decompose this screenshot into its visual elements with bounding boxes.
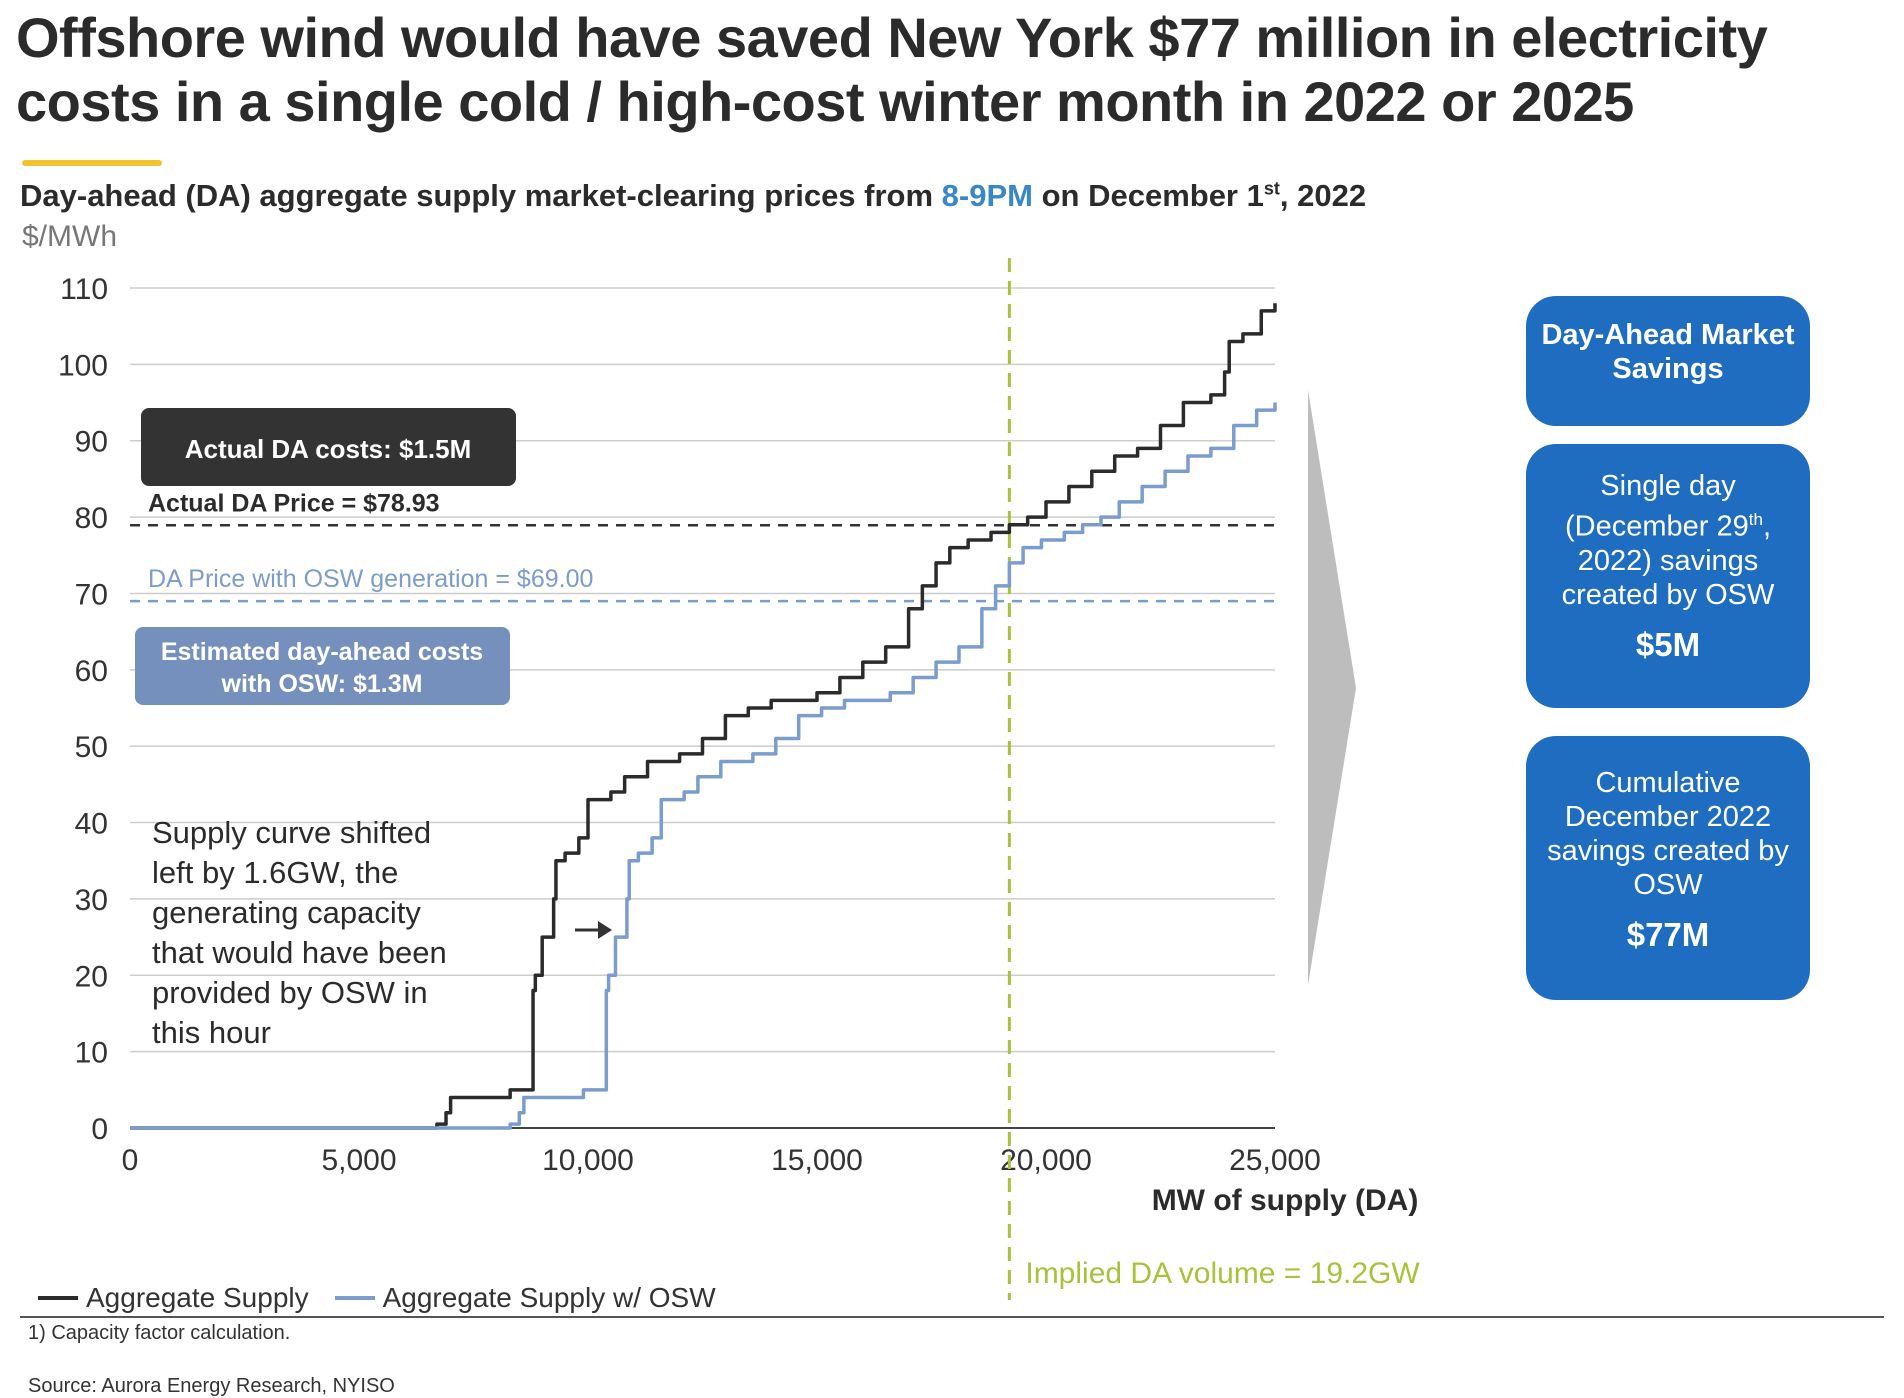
legend-label: Aggregate Supply w/ OSW <box>382 1282 716 1313</box>
shift-note-line: left by 1.6GW, the <box>152 855 398 890</box>
aggregate-supply-osw-line <box>130 402 1277 1130</box>
savings-header: Day-Ahead Market Savings <box>1541 319 1795 385</box>
y-tick-labels: 0 10 20 30 40 50 60 70 80 90 100 110 <box>58 273 108 1146</box>
x-tick-label: 15,000 <box>771 1144 863 1177</box>
subtitle-suffix: , 2022 <box>1279 178 1367 213</box>
y-tick-label: 70 <box>75 578 108 611</box>
subtitle-highlight: 8-9PM <box>941 178 1033 213</box>
y-tick-label: 110 <box>60 273 108 306</box>
x-tick-label: 25,000 <box>1229 1144 1321 1177</box>
single-day-value: $5M <box>1635 625 1701 663</box>
subtitle-mid: on December 1 <box>1032 178 1264 213</box>
estimated-costs-label-2: with OSW: $1.3M <box>221 670 423 698</box>
single-day-text-1: Single day (December 29 <box>1565 470 1749 543</box>
osw-price-label: DA Price with OSW generation = $69.00 <box>148 565 593 593</box>
x-tick-label: 20,000 <box>1000 1144 1092 1177</box>
actual-costs-box <box>141 408 516 486</box>
legend-label: Aggregate Supply <box>86 1282 309 1313</box>
cumulative-text: Cumulative December 2022 savings created… <box>1547 767 1789 901</box>
subtitle-sup: st <box>1263 178 1280 199</box>
legend-swatch-blue <box>334 1296 375 1300</box>
shift-note-line: provided by OSW in <box>152 975 428 1010</box>
legend-item-aggregate-supply-osw: Aggregate Supply w/ OSW <box>334 1282 716 1314</box>
subtitle-prefix: Day-ahead (DA) aggregate supply market-c… <box>20 178 942 213</box>
footnote: 1) Capacity factor calculation. <box>28 1322 291 1344</box>
legend-item-aggregate-supply: Aggregate Supply <box>38 1282 309 1314</box>
single-day-sup: th <box>1748 510 1763 529</box>
x-tick-labels: 0 5,000 10,000 15,000 20,000 25,000 <box>122 1144 1321 1177</box>
implied-volume-label: Implied DA volume = 19.2GW <box>1025 1257 1420 1290</box>
footer-divider <box>20 1316 1884 1318</box>
aggregate-supply-line <box>130 303 1277 1130</box>
y-tick-label: 20 <box>75 960 108 993</box>
x-tick-label: 5,000 <box>321 1144 396 1177</box>
actual-price-label: Actual DA Price = $78.93 <box>148 489 440 517</box>
series-lines <box>130 303 1277 1130</box>
single-day-savings-box: Single day (December 29th, 2022) savings… <box>1526 444 1810 708</box>
cumulative-value: $77M <box>1626 916 1710 953</box>
savings-header-box: Day-Ahead Market Savings <box>1526 296 1810 426</box>
y-tick-label: 40 <box>75 808 108 841</box>
y-tick-label: 60 <box>75 655 108 688</box>
y-tick-label: 80 <box>75 502 108 535</box>
y-tick-label: 50 <box>75 731 108 764</box>
shift-note-line: this hour <box>152 1015 271 1050</box>
y-tick-label: 90 <box>75 426 108 459</box>
single-day-text-2: , 2022) savings created by OSW <box>1561 510 1775 611</box>
y-tick-label: 10 <box>75 1037 108 1070</box>
y-tick-label: 0 <box>91 1113 108 1146</box>
chart-subtitle: Day-ahead (DA) aggregate supply market-c… <box>20 178 1366 214</box>
source-note: Source: Aurora Energy Research, NYISO <box>28 1375 395 1397</box>
page-title: Offshore wind would have saved New York … <box>16 6 1768 133</box>
estimated-costs-box <box>135 627 510 705</box>
reference-lines: Actual DA Price = $78.93 DA Price with OS… <box>130 258 1420 1300</box>
single-day-text: Single day (December 29th, 2022) savings… <box>1544 469 1792 612</box>
y-axis-unit: $/MWh <box>22 220 118 253</box>
shift-arrow-icon <box>598 921 612 939</box>
chart-legend: Aggregate Supply Aggregate Supply w/ OSW <box>38 1282 742 1314</box>
x-tick-label: 10,000 <box>542 1144 634 1177</box>
cumulative-savings-box: Cumulative December 2022 savings created… <box>1526 736 1810 1000</box>
right-arrow-icon <box>1308 390 1356 985</box>
shift-note-line: Supply curve shifted <box>152 815 431 850</box>
y-tick-label: 30 <box>75 884 108 917</box>
x-axis-title: MW of supply (DA) <box>1152 1184 1419 1217</box>
title-accent-bar <box>22 160 162 166</box>
annotations: Actual DA costs: $1.5M Estimated day-ahea… <box>135 408 612 1050</box>
legend-swatch-black <box>38 1296 78 1300</box>
shift-note-line: that would have been <box>152 935 447 970</box>
y-tick-label: 100 <box>58 349 108 382</box>
x-tick-label: 0 <box>122 1144 139 1177</box>
shift-note-line: generating capacity <box>152 895 421 930</box>
actual-costs-label: Actual DA costs: $1.5M <box>185 434 472 464</box>
estimated-costs-label-1: Estimated day-ahead costs <box>161 638 483 666</box>
